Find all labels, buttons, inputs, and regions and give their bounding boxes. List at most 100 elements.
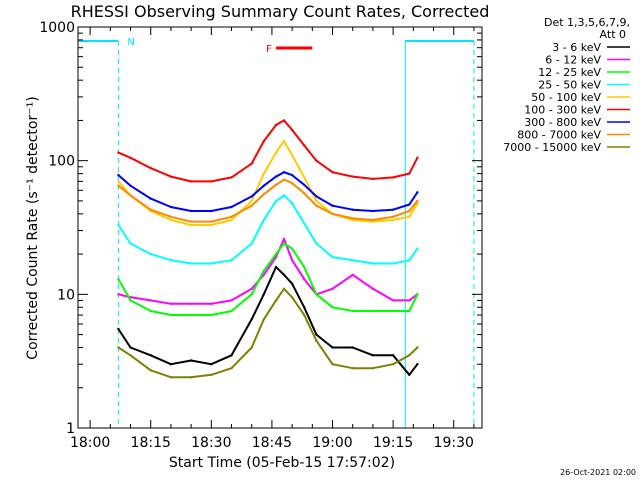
x-tick-label-3: 18:45: [252, 435, 292, 451]
series-4-point-17: [391, 218, 395, 222]
series-2-point-15: [351, 309, 354, 313]
series-6-point-3: [169, 205, 173, 209]
series-0-point-14: [331, 346, 334, 349]
series-3-point-18: [408, 259, 411, 262]
series-1-point-11: [290, 259, 294, 262]
series-3-point-11: [290, 202, 294, 205]
series-5-point-8: [262, 139, 265, 143]
series-4-point-11: [290, 153, 294, 157]
x-tick-label-2: 18:30: [191, 435, 231, 451]
y-tick-label-2: 100: [48, 154, 75, 170]
series-8-point-11: [290, 296, 294, 299]
series-8-point-9: [274, 299, 278, 302]
x-tick-label-1: 18:15: [131, 435, 171, 451]
series-4-point-8: [262, 172, 265, 175]
series-5-point-1: [129, 156, 132, 159]
series-7-point-8: [262, 193, 265, 196]
series-1-point-18: [408, 299, 411, 302]
x-axis-label: Start Time (05-Feb-15 17:57:02): [169, 455, 395, 471]
series-7-point-7: [250, 204, 253, 207]
series-0-point-6: [230, 354, 233, 357]
series-8-point-4: [189, 376, 193, 379]
chart-title: RHESSI Observing Summary Count Rates, Co…: [71, 2, 490, 21]
series-0-point-17: [391, 354, 395, 357]
series-6-point-18: [408, 203, 411, 206]
series-3-point-7: [250, 242, 253, 245]
series-3-point-10: [282, 194, 286, 197]
series-8-point-14: [331, 363, 334, 366]
series-6-point-19: [416, 191, 419, 194]
series-8-point-3: [169, 376, 173, 379]
series-1-point-17: [391, 299, 395, 302]
series-0-point-9: [274, 265, 278, 269]
series-2-point-2: [149, 309, 152, 313]
series-7-point-4: [189, 220, 193, 223]
series-5-point-15: [351, 175, 354, 178]
series-4-point-10: [282, 139, 286, 143]
series-2-point-16: [371, 309, 375, 313]
series-3-point-17: [391, 262, 395, 265]
series-7-point-10: [282, 178, 286, 181]
series-3-point-3: [169, 259, 173, 262]
series-3-point-16: [371, 262, 375, 265]
legend-label-5: 100 - 300 keV: [524, 104, 601, 117]
series-2-point-10: [282, 242, 286, 245]
series-2-point-12: [303, 265, 306, 269]
series-8-point-18: [408, 354, 411, 357]
series-2-point-1: [129, 299, 132, 302]
series-3-point-8: [262, 218, 265, 222]
flag-label-N: N: [127, 37, 134, 48]
series-4-point-6: [230, 218, 233, 222]
series-7-point-14: [331, 212, 334, 216]
series-0-point-15: [351, 346, 354, 349]
flag-label-F: F: [266, 44, 272, 55]
series-1-point-16: [371, 287, 375, 290]
series-7-point-13: [315, 204, 318, 207]
series-line-4: [117, 140, 419, 226]
series-7-point-2: [149, 208, 152, 211]
legend-label-6: 300 - 800 keV: [524, 116, 601, 129]
series-4-point-0: [117, 180, 120, 183]
series-1-point-0: [117, 293, 120, 296]
series-7-point-6: [230, 215, 233, 218]
series-7-point-16: [371, 218, 375, 222]
series-6-point-15: [351, 208, 354, 211]
x-axis: 18:00 18:15 18:30 18:45 19:00 19:15 19:30: [70, 27, 475, 451]
series-2-point-18: [408, 309, 411, 313]
series-4-point-9: [274, 151, 278, 154]
series-2-point-11: [290, 247, 294, 250]
series-6-point-17: [391, 208, 395, 211]
series-5-point-9: [274, 123, 278, 127]
series-8-point-5: [210, 373, 213, 376]
series-4-point-7: [250, 199, 253, 203]
series-6-point-5: [210, 209, 213, 213]
series-8-point-17: [391, 363, 395, 366]
series-3-point-12: [303, 222, 306, 225]
series-3-point-19: [416, 247, 419, 250]
y-tick-label-3: 1000: [39, 20, 75, 36]
series-8-point-16: [371, 367, 375, 370]
plot-frame: [77, 26, 483, 429]
series-5-point-16: [371, 177, 375, 181]
y-tick-label-0: 1: [66, 421, 75, 437]
series-6-point-13: [315, 195, 318, 198]
series-1-point-12: [303, 277, 306, 281]
series-2-point-17: [391, 309, 395, 313]
series-5-point-7: [250, 162, 253, 165]
series-6-point-7: [250, 195, 253, 198]
series-line-7: [117, 178, 419, 223]
series-line-3: [117, 194, 419, 265]
series-line-5: [118, 119, 419, 183]
series-1-point-2: [149, 299, 152, 302]
series-0-point-19: [416, 363, 419, 366]
series-5-point-6: [230, 176, 233, 179]
series-7-point-15: [351, 217, 354, 220]
series-2-point-9: [274, 252, 278, 256]
series-4-point-4: [189, 223, 193, 227]
series-1-point-6: [230, 299, 233, 302]
series-5-point-11: [290, 128, 294, 132]
series-0-point-7: [250, 318, 253, 321]
series-7-point-12: [303, 192, 306, 195]
